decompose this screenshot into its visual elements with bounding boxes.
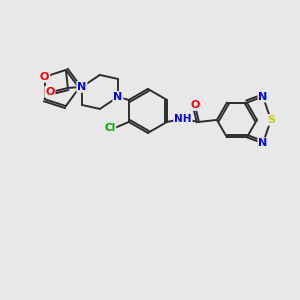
Text: N: N [258, 138, 268, 148]
Text: N: N [113, 92, 122, 102]
Text: NH: NH [174, 114, 192, 124]
Text: N: N [77, 82, 86, 92]
Text: O: O [40, 72, 49, 82]
Text: S: S [267, 115, 275, 125]
Text: N: N [258, 92, 268, 102]
Text: O: O [190, 100, 200, 110]
Text: O: O [45, 87, 55, 97]
Text: Cl: Cl [104, 123, 116, 133]
